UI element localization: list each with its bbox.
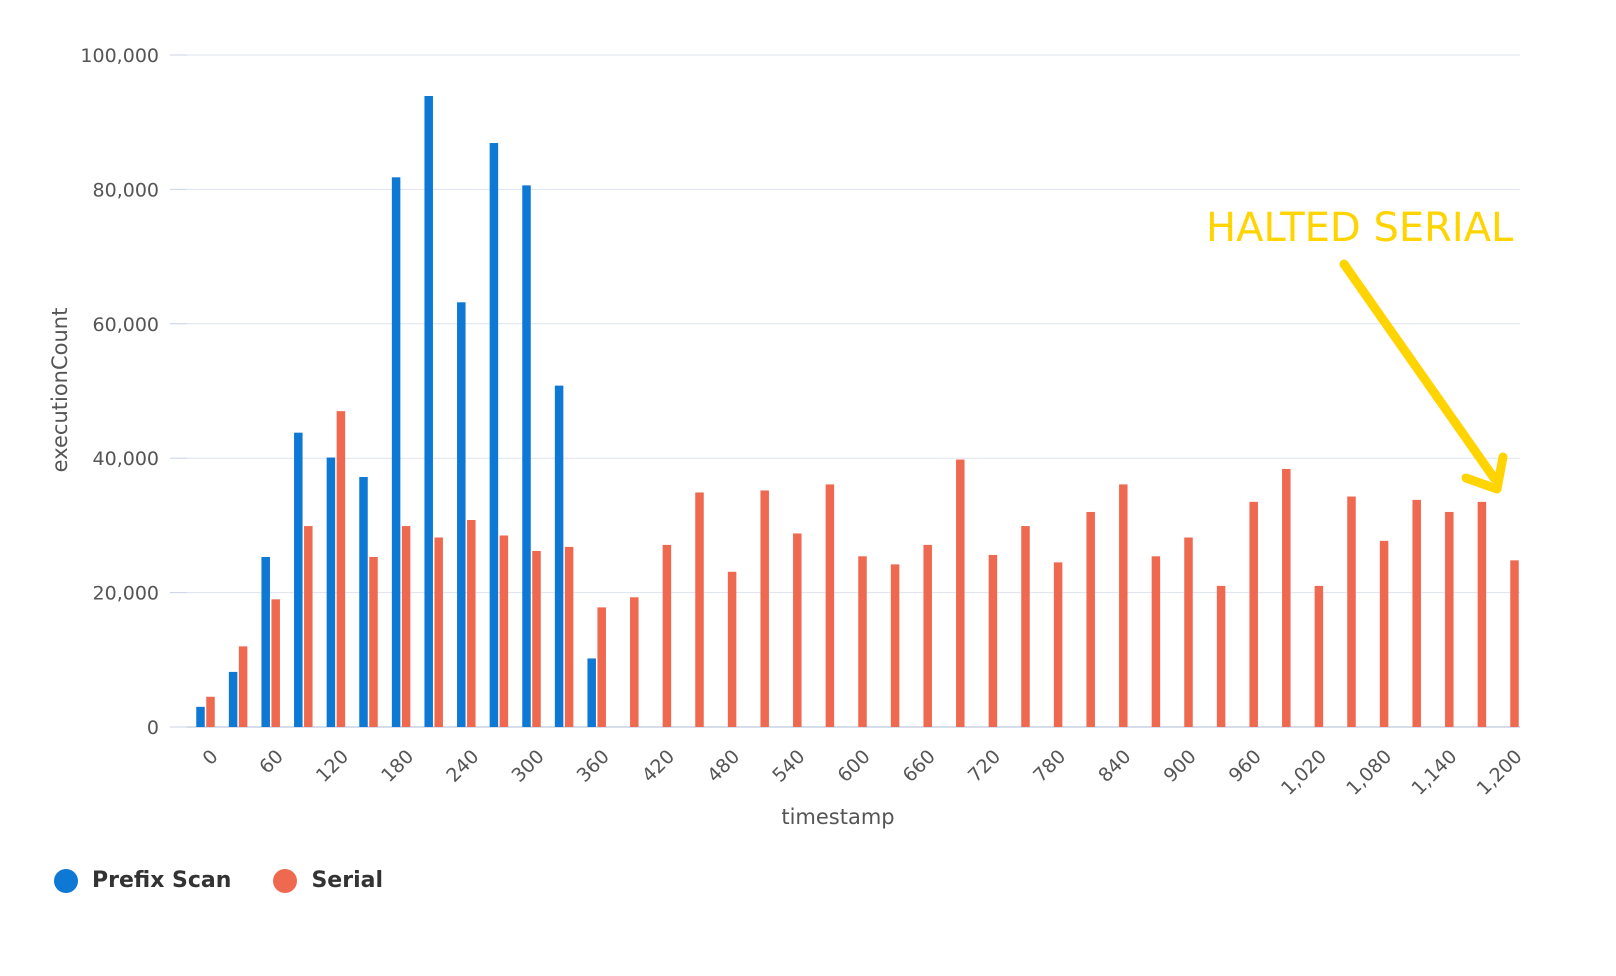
y-tick-label: 80,000 <box>93 179 159 201</box>
bar-serial[interactable] <box>434 537 443 727</box>
bar-prefix-scan[interactable] <box>261 556 270 727</box>
x-tick-label: 1,080 <box>1342 746 1396 800</box>
bar-prefix-scan[interactable] <box>196 706 205 727</box>
x-tick-label: 780 <box>1029 746 1070 787</box>
bar-serial[interactable] <box>890 564 900 727</box>
bar-serial[interactable] <box>1347 496 1356 727</box>
y-axis-title: executionCount <box>48 308 72 473</box>
y-tick-label: 0 <box>147 717 159 739</box>
x-tick-label: 840 <box>1094 746 1135 787</box>
x-tick-label: 300 <box>507 746 548 787</box>
bar-serial[interactable] <box>467 520 476 727</box>
bar-serial[interactable] <box>662 544 672 727</box>
bar-serial[interactable] <box>238 646 248 727</box>
bar-serial[interactable] <box>727 571 737 727</box>
x-tick-label: 1,140 <box>1407 746 1461 800</box>
x-tick-label: 480 <box>703 746 744 787</box>
bar-serial[interactable] <box>793 533 802 727</box>
bar-serial[interactable] <box>1412 499 1421 727</box>
bar-serial[interactable] <box>1510 560 1519 727</box>
x-tick-label: 120 <box>312 746 353 787</box>
x-tick-label: 660 <box>899 746 940 787</box>
x-tick-label: 0 <box>199 746 223 770</box>
x-tick-label: 180 <box>377 746 418 787</box>
y-tick-label: 20,000 <box>93 583 159 605</box>
annotation-arrow-shaft <box>1339 259 1499 483</box>
bar-serial[interactable] <box>1477 501 1487 727</box>
bar-serial[interactable] <box>206 696 215 727</box>
bar-prefix-scan[interactable] <box>359 477 368 727</box>
bar-serial[interactable] <box>695 492 704 727</box>
x-tick-label: 360 <box>573 746 614 787</box>
x-tick-label: 960 <box>1225 746 1266 787</box>
bar-serial[interactable] <box>1053 562 1063 727</box>
y-tick-label: 40,000 <box>93 448 159 470</box>
x-axis-ticks: 0 60 120 180 240 300 360 420 480 540 600 660 720 780 8… <box>199 746 1527 800</box>
bar-serial[interactable] <box>1282 468 1291 727</box>
x-tick-label: 600 <box>833 746 874 787</box>
bar-prefix-scan[interactable] <box>294 432 303 727</box>
x-tick-label: 420 <box>638 746 679 787</box>
bar-prefix-scan[interactable] <box>457 302 466 727</box>
bar-serial[interactable] <box>336 411 346 727</box>
bars <box>196 95 1519 728</box>
x-tick-label: 540 <box>768 746 809 787</box>
legend-marker-serial <box>273 868 298 893</box>
bar-serial[interactable] <box>499 535 509 727</box>
bar-prefix-scan[interactable] <box>587 658 596 727</box>
x-tick-label: 720 <box>964 746 1005 787</box>
bar-serial[interactable] <box>1086 511 1095 727</box>
bar-serial[interactable] <box>923 544 932 727</box>
bar-serial[interactable] <box>760 490 769 727</box>
annotation-text: HALTED SERIAL <box>1206 205 1514 251</box>
bar-prefix-scan[interactable] <box>326 457 336 727</box>
bar-serial[interactable] <box>1021 526 1030 727</box>
bar-serial[interactable] <box>1184 537 1193 727</box>
bar-serial[interactable] <box>369 556 378 727</box>
bar-serial[interactable] <box>1151 556 1161 727</box>
bar-serial[interactable] <box>1216 585 1226 727</box>
bar-prefix-scan[interactable] <box>228 671 238 727</box>
bar-serial[interactable] <box>271 599 280 727</box>
x-tick-label: 240 <box>442 746 483 787</box>
bar-serial[interactable] <box>825 484 835 727</box>
x-axis-title: timestamp <box>781 805 894 829</box>
bar-serial[interactable] <box>1249 501 1258 727</box>
y-tick-label: 100,000 <box>80 45 159 67</box>
legend-label-prefix-scan: Prefix Scan <box>92 868 232 893</box>
bar-prefix-scan[interactable] <box>522 185 531 728</box>
legend-label-serial: Serial <box>311 868 383 893</box>
bar-serial[interactable] <box>858 556 867 727</box>
y-tick-label: 60,000 <box>93 314 159 336</box>
bar-serial[interactable] <box>564 546 574 727</box>
legend: Prefix Scan Serial <box>54 868 425 893</box>
legend-item-prefix-scan[interactable]: Prefix Scan <box>54 868 231 893</box>
bar-serial[interactable] <box>1119 484 1128 727</box>
x-tick-label: 900 <box>1159 746 1200 787</box>
bar-prefix-scan[interactable] <box>424 95 433 727</box>
bar-prefix-scan[interactable] <box>489 143 499 728</box>
legend-marker-prefix-scan <box>54 868 78 893</box>
annotation: HALTED SERIAL <box>1206 205 1514 494</box>
bar-serial[interactable] <box>1379 540 1389 727</box>
annotation-arrow-head <box>1461 452 1508 494</box>
legend-item-serial[interactable]: Serial <box>273 868 383 893</box>
bar-prefix-scan[interactable] <box>391 177 401 727</box>
y-axis-ticks: 0 20,000 40,000 60,000 80,000 100,000 <box>80 45 159 739</box>
bar-serial[interactable] <box>532 550 541 727</box>
bar-serial[interactable] <box>956 459 965 727</box>
x-tick-label: 1,200 <box>1473 746 1527 800</box>
bar-prefix-scan[interactable] <box>554 385 564 727</box>
x-tick-label: 1,020 <box>1277 746 1331 800</box>
bar-serial[interactable] <box>304 526 313 727</box>
bar-serial[interactable] <box>630 597 639 727</box>
bar-serial[interactable] <box>1314 585 1324 727</box>
bar-serial[interactable] <box>401 526 411 727</box>
x-tick-label: 60 <box>255 746 288 779</box>
bar-serial[interactable] <box>988 554 998 727</box>
bar-serial[interactable] <box>597 607 606 727</box>
bar-serial[interactable] <box>1445 511 1454 727</box>
